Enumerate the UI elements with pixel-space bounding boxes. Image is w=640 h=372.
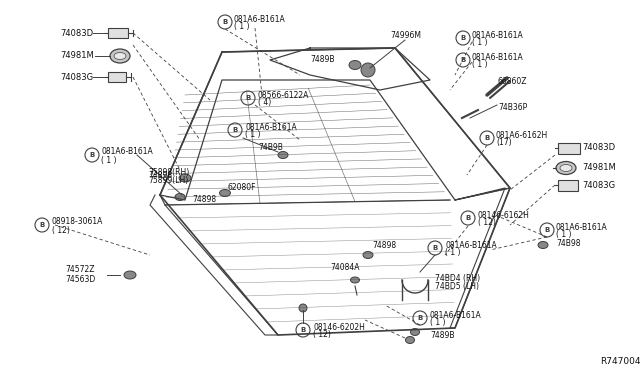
Text: B: B — [90, 152, 95, 158]
Bar — [108, 72, 126, 82]
Text: ( 12): ( 12) — [52, 225, 70, 234]
Ellipse shape — [538, 241, 548, 248]
Bar — [558, 180, 578, 191]
Text: ( 12): ( 12) — [478, 218, 496, 228]
Text: B: B — [433, 245, 438, 251]
Text: 74B98: 74B98 — [556, 238, 580, 247]
Bar — [108, 28, 128, 38]
Text: 74083D: 74083D — [60, 29, 93, 38]
Text: 75898(RH): 75898(RH) — [148, 169, 189, 177]
Text: 74898: 74898 — [192, 196, 216, 205]
Text: B: B — [300, 327, 306, 333]
Text: 74981M: 74981M — [60, 51, 93, 61]
Text: 62080F: 62080F — [228, 183, 257, 192]
Text: R747004F: R747004F — [600, 357, 640, 366]
Text: 081A6-B161A: 081A6-B161A — [445, 241, 497, 250]
Text: 74BD5 (LH): 74BD5 (LH) — [435, 282, 479, 292]
Text: 081A6-B161A: 081A6-B161A — [556, 222, 608, 231]
Text: 74981M: 74981M — [582, 164, 616, 173]
Ellipse shape — [556, 161, 576, 174]
Text: ( 1 ): ( 1 ) — [556, 231, 572, 240]
Text: 081A6-B161A: 081A6-B161A — [101, 148, 153, 157]
Text: ( 1 ): ( 1 ) — [472, 38, 488, 48]
Ellipse shape — [110, 49, 130, 63]
Text: 74083G: 74083G — [582, 180, 615, 189]
Text: 08146-6202H: 08146-6202H — [313, 323, 365, 331]
Ellipse shape — [179, 174, 191, 182]
Text: 74572Z: 74572Z — [65, 266, 95, 275]
Text: 081A6-6162H: 081A6-6162H — [496, 131, 548, 140]
Ellipse shape — [175, 193, 185, 201]
Text: 74B9B: 74B9B — [258, 144, 283, 153]
Text: 081A6-B161A: 081A6-B161A — [430, 311, 482, 320]
Text: 081A6-B161A: 081A6-B161A — [245, 122, 297, 131]
Text: B: B — [245, 95, 251, 101]
Ellipse shape — [560, 164, 572, 171]
Ellipse shape — [220, 189, 230, 196]
Ellipse shape — [351, 277, 360, 283]
Text: 7489B: 7489B — [310, 55, 335, 64]
Ellipse shape — [361, 63, 375, 77]
Text: 74B36P: 74B36P — [498, 103, 527, 112]
Text: 08918-3061A: 08918-3061A — [52, 218, 104, 227]
Text: 08146-6162H: 08146-6162H — [478, 211, 530, 219]
Text: 74BD4 (RH): 74BD4 (RH) — [435, 273, 480, 282]
Text: ( 1 ): ( 1 ) — [245, 131, 260, 140]
Text: B: B — [40, 222, 45, 228]
Bar — [558, 143, 580, 154]
Text: B: B — [460, 35, 466, 41]
Text: 74898: 74898 — [148, 170, 172, 180]
Text: ( 1 ): ( 1 ) — [430, 318, 445, 327]
Text: 74563D: 74563D — [65, 276, 95, 285]
Ellipse shape — [410, 328, 419, 336]
Text: 74083G: 74083G — [60, 73, 93, 81]
Text: 081A6-B161A: 081A6-B161A — [234, 15, 285, 23]
Text: B: B — [460, 57, 466, 63]
Ellipse shape — [349, 61, 361, 70]
Text: ( 12): ( 12) — [313, 330, 331, 340]
Text: 74084A: 74084A — [330, 263, 360, 273]
Text: ( 1 ): ( 1 ) — [101, 155, 116, 164]
Text: 66860Z: 66860Z — [498, 77, 527, 87]
Text: B: B — [232, 127, 237, 133]
Text: B: B — [545, 227, 550, 233]
Text: 081A6-B161A: 081A6-B161A — [472, 52, 524, 61]
Text: B: B — [417, 315, 422, 321]
Ellipse shape — [278, 151, 288, 158]
Text: 74083D: 74083D — [582, 144, 615, 153]
Text: B: B — [465, 215, 470, 221]
Text: 081A6-B161A: 081A6-B161A — [472, 31, 524, 39]
Text: 7489B: 7489B — [430, 330, 454, 340]
Ellipse shape — [299, 304, 307, 312]
Text: B: B — [484, 135, 490, 141]
Text: 74996M: 74996M — [390, 31, 421, 39]
Ellipse shape — [124, 271, 136, 279]
Text: ( 4): ( 4) — [258, 99, 271, 108]
Ellipse shape — [114, 52, 126, 60]
Text: ( 1 ): ( 1 ) — [445, 248, 461, 257]
Text: 75899(LH): 75899(LH) — [148, 176, 188, 186]
Ellipse shape — [363, 251, 373, 259]
Text: 74898: 74898 — [372, 241, 396, 250]
Ellipse shape — [406, 337, 415, 343]
Text: B: B — [222, 19, 228, 25]
Text: (17): (17) — [496, 138, 511, 148]
Text: 08566-6122A: 08566-6122A — [258, 90, 309, 99]
Text: ( 1 ): ( 1 ) — [472, 61, 488, 70]
Text: ( 1 ): ( 1 ) — [234, 22, 250, 32]
